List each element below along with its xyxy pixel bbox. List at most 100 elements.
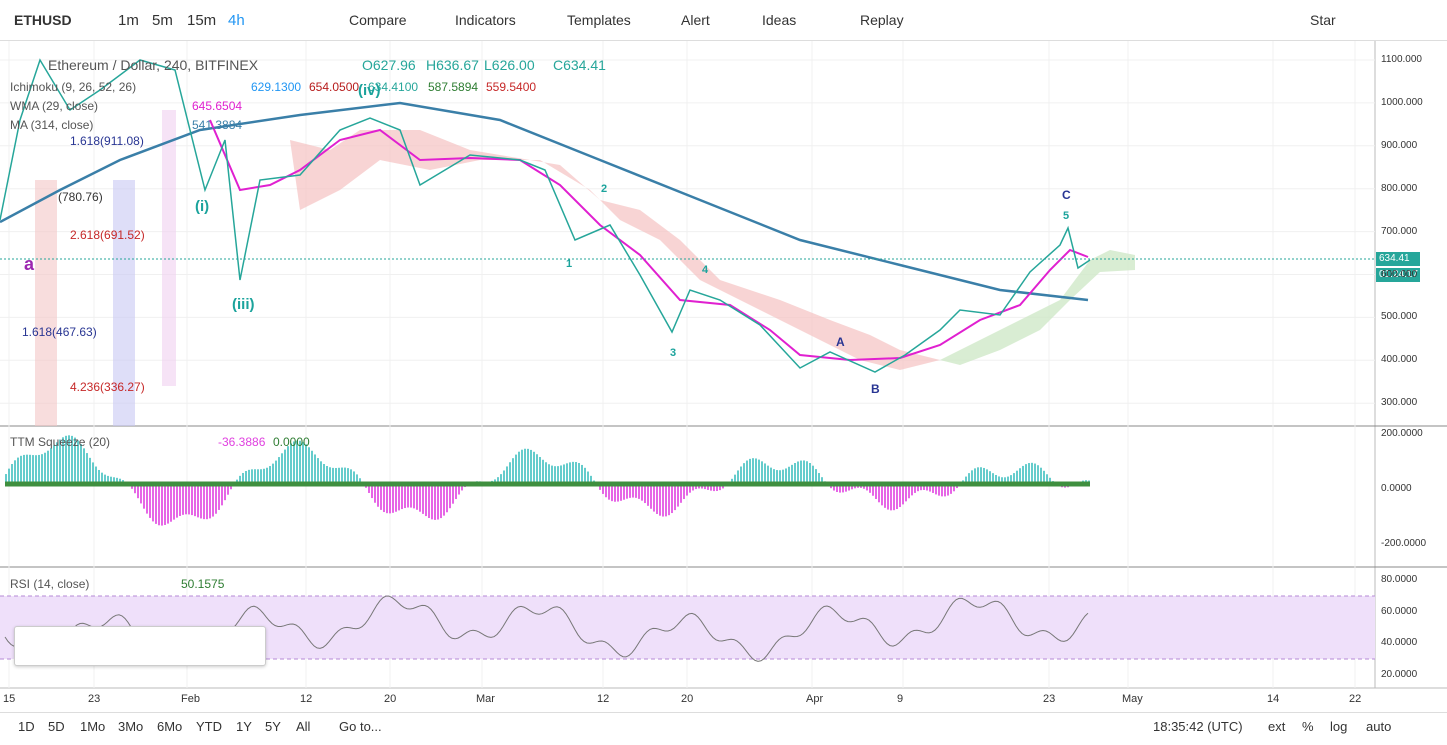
ttm-bar	[416, 484, 418, 510]
interval[interactable]: 5m	[152, 12, 173, 29]
time-label: Apr	[806, 693, 823, 705]
fib-label: (780.76)	[58, 190, 103, 204]
ttm-bar	[539, 457, 541, 484]
ttm-bar	[161, 484, 163, 526]
range-button[interactable]: All	[296, 719, 310, 734]
interval[interactable]: 15m	[187, 12, 216, 29]
price-label: 1100.000	[1381, 54, 1422, 65]
scale-option[interactable]: auto	[1366, 719, 1391, 734]
ttm-bar	[47, 451, 49, 484]
ttm-bar	[164, 484, 166, 525]
ttm-bar	[287, 446, 289, 484]
toolbar-button[interactable]: Ideas	[762, 12, 796, 28]
interval[interactable]: 1m	[118, 12, 139, 29]
ttm-bar	[83, 448, 85, 484]
ttm-bar	[440, 484, 442, 518]
wave-label: 1	[566, 258, 572, 270]
ttm-bar	[191, 484, 193, 515]
chart	[0, 41, 1447, 712]
ttm-bar	[11, 464, 13, 484]
ttm-bar	[203, 484, 205, 519]
ttm-bar	[182, 484, 184, 515]
ttm-bar	[581, 465, 583, 484]
ttm-bar	[569, 462, 571, 484]
ttm-bar	[812, 466, 814, 484]
price-label: 600.000	[1381, 269, 1417, 280]
ttm-bar	[665, 484, 667, 516]
scale-option[interactable]: ext	[1268, 719, 1285, 734]
goto[interactable]: Go to...	[339, 719, 382, 734]
ttm-bar	[662, 484, 664, 517]
range-button[interactable]: 6Mo	[157, 719, 182, 734]
ttm-bar	[509, 462, 511, 484]
ttm-bar	[395, 484, 397, 512]
ttm-bar	[890, 484, 892, 510]
ttm-bar	[392, 484, 394, 513]
ttm-bar	[554, 466, 556, 484]
wave-label: A	[836, 335, 845, 349]
ttm-bar	[275, 461, 277, 484]
time-label: 12	[300, 693, 312, 705]
rsi-label: 60.0000	[1381, 606, 1417, 617]
range-button[interactable]: YTD	[196, 719, 222, 734]
star[interactable]: Star	[1310, 12, 1336, 28]
ttm-bar	[80, 444, 82, 484]
ttm-bar	[743, 463, 745, 484]
ttm-bar	[548, 464, 550, 484]
drawing-toolbar	[14, 626, 266, 666]
ttm-bar	[797, 461, 799, 484]
ttm-bar	[809, 463, 811, 484]
ttm-bar	[572, 462, 574, 484]
ttm-bar	[611, 484, 613, 501]
rsi-name: RSI (14, close)	[10, 577, 89, 591]
toolbar-button[interactable]: Indicators	[455, 12, 516, 28]
ttm-bar	[377, 484, 379, 507]
ttm-bar	[212, 484, 214, 517]
toolbar-button[interactable]: Alert	[681, 12, 710, 28]
toolbar-button[interactable]: Replay	[860, 12, 904, 28]
scale-option[interactable]: log	[1330, 719, 1347, 734]
price-label: 900.000	[1381, 140, 1417, 151]
wave-label: C	[1062, 188, 1071, 202]
ttm-bar	[221, 484, 223, 505]
time-label: 23	[88, 693, 100, 705]
ttm-bar	[647, 484, 649, 506]
fib-zone	[162, 110, 176, 386]
toolbar-button[interactable]: Templates	[567, 12, 631, 28]
ttm-bar	[158, 484, 160, 525]
ttm-bar	[26, 455, 28, 484]
range-button[interactable]: 5Y	[265, 719, 281, 734]
ttm-label: 200.0000	[1381, 428, 1423, 439]
scale-option[interactable]: %	[1302, 719, 1314, 734]
price-label: 700.000	[1381, 226, 1417, 237]
ttm-bar	[200, 484, 202, 518]
ttm-bar	[791, 465, 793, 484]
ttm-bar	[218, 484, 220, 510]
ttm-bar	[749, 459, 751, 484]
range-button[interactable]: 3Mo	[118, 719, 143, 734]
symbol[interactable]: ETHUSD	[14, 12, 72, 28]
interval[interactable]: 4h	[228, 12, 245, 29]
ttm-bar	[428, 484, 430, 518]
ohlc-value: O627.96	[362, 57, 416, 73]
time-label: 20	[681, 693, 693, 705]
fib-label: 1.618(911.08)	[70, 134, 144, 148]
wave-label: 2	[601, 183, 607, 195]
range-button[interactable]: 1Y	[236, 719, 252, 734]
wave-label: (iv)	[358, 82, 381, 99]
ttm-bar	[14, 460, 16, 484]
range-button[interactable]: 1Mo	[80, 719, 105, 734]
range-button[interactable]: 5D	[48, 719, 65, 734]
ttm-bar	[431, 484, 433, 519]
ttm-bar	[38, 455, 40, 484]
ttm-bar	[167, 484, 169, 524]
ttm-bar	[95, 467, 97, 484]
ttm-bar	[443, 484, 445, 516]
toolbar-button[interactable]: Compare	[349, 12, 407, 28]
ttm-value: -36.3886	[218, 435, 265, 449]
range-button[interactable]: 1D	[18, 719, 35, 734]
ttm-bar	[20, 456, 22, 484]
ttm-bar	[179, 484, 181, 516]
ttm-bar	[761, 461, 763, 484]
